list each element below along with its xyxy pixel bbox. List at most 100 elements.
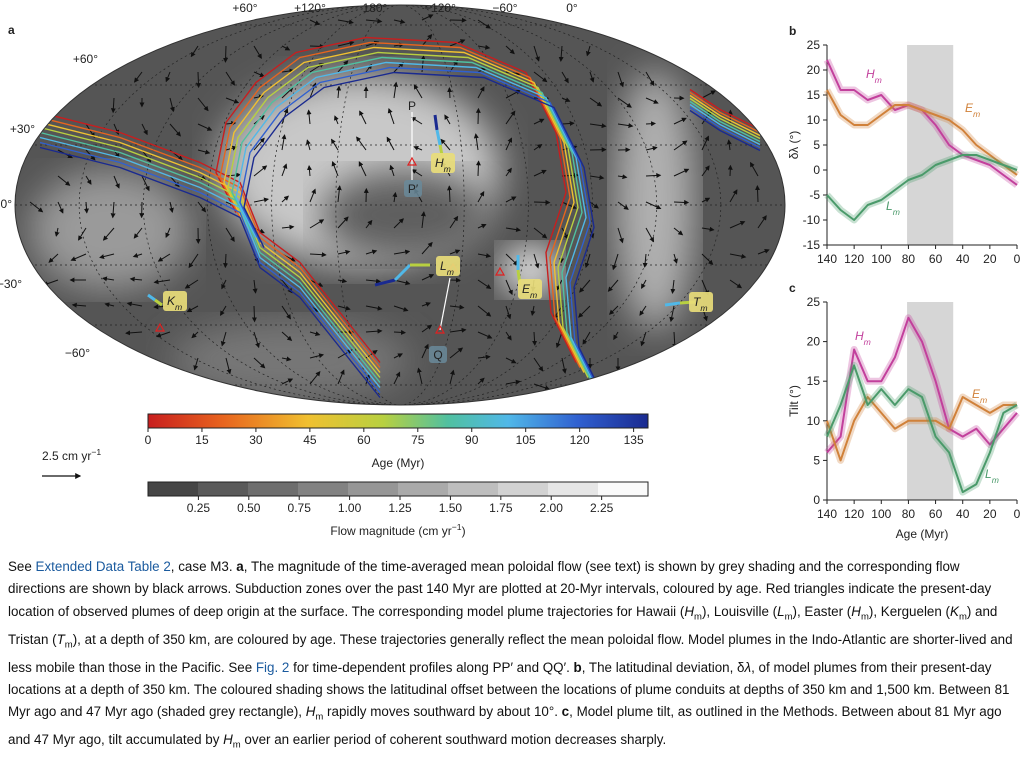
plume-trajectory — [665, 303, 680, 305]
flow-colorbar-step — [448, 482, 498, 496]
caption-text: H — [306, 704, 316, 719]
profile-label: P — [408, 99, 416, 113]
colorbar-tick-label: 15 — [195, 433, 209, 447]
y-tick-label: 10 — [807, 414, 821, 428]
caption-text: ), Louisville ( — [702, 604, 777, 619]
caption-text: b — [574, 660, 582, 675]
panel-label: c — [789, 281, 796, 295]
x-tick-label: 20 — [983, 507, 997, 521]
flow-arrow — [225, 46, 226, 62]
caption-text: H — [684, 604, 694, 619]
colorbar-tick-label: 90 — [465, 433, 479, 447]
colorbar-tick-label: 120 — [570, 433, 590, 447]
profile-label: Q — [433, 348, 442, 362]
plume-label-part: m — [447, 267, 454, 277]
x-tick-label: 40 — [956, 252, 970, 266]
x-tick-label: 40 — [956, 507, 970, 521]
series-label-part: m — [973, 109, 980, 119]
caption-text: m — [65, 639, 73, 650]
scale-label: 2.5 cm yr−1 — [42, 447, 101, 463]
colorbar-tick-label: 1.00 — [338, 501, 362, 515]
y-axis-label: Tilt (°) — [787, 385, 801, 417]
series-label-part: H — [855, 329, 864, 343]
caption-text: See — [8, 559, 36, 574]
colorbar-tick-label: 75 — [411, 433, 425, 447]
series-label-part: m — [875, 75, 882, 85]
y-tick-label: 20 — [807, 63, 821, 77]
flow-colorbar-step — [548, 482, 598, 496]
caption-text: m — [959, 611, 967, 622]
longitude-label: +120° — [294, 1, 326, 15]
series-label-part: m — [980, 395, 987, 405]
colorbar-tick-label: 1.75 — [489, 501, 513, 515]
colorbar-tick-label: 0.50 — [237, 501, 261, 515]
flow-colorbar-step — [348, 482, 398, 496]
flow-arrow — [646, 123, 655, 124]
colorbar-label-part: ) — [462, 524, 466, 538]
x-tick-label: 80 — [902, 507, 916, 521]
colorbar-tick-label: 30 — [249, 433, 263, 447]
y-tick-label: 15 — [807, 88, 821, 102]
flow-arrow — [757, 186, 758, 202]
caption-text: T — [57, 632, 65, 647]
colorbar-tick-label: 105 — [516, 433, 536, 447]
scale-label-part: −1 — [91, 447, 101, 457]
y-tick-label: 20 — [807, 335, 821, 349]
caption-text[interactable]: Extended Data Table 2 — [36, 559, 171, 574]
x-tick-label: 120 — [844, 252, 864, 266]
plume-label-part: L — [440, 259, 447, 273]
x-axis-label: Age (Myr) — [896, 527, 949, 541]
series-label-part: H — [866, 67, 875, 81]
panel-label: b — [789, 24, 796, 38]
caption-text: H — [851, 604, 861, 619]
flow-arrow — [198, 72, 199, 87]
caption-text: L — [777, 604, 784, 619]
flow-colorbar-step — [498, 482, 548, 496]
y-tick-label: 0 — [813, 493, 820, 507]
caption-text: a — [236, 559, 243, 574]
colorbar-tick-label: 0.25 — [187, 501, 211, 515]
x-tick-label: 140 — [817, 507, 837, 521]
plume-label-part: H — [435, 156, 444, 170]
x-tick-label: 120 — [844, 507, 864, 521]
colorbar-label: Flow magnitude (cm yr−1) — [330, 522, 465, 538]
longitude-label: −120° — [424, 1, 456, 15]
colorbar-tick-label: 1.50 — [439, 501, 463, 515]
series-label-part: m — [893, 207, 900, 217]
age-colorbar — [148, 414, 648, 428]
flow-colorbar-step — [148, 482, 198, 496]
colorbar-tick-label: 0 — [145, 433, 152, 447]
colorbar-tick-label: 2.00 — [540, 501, 564, 515]
colorbar-label-part: Flow magnitude (cm yr — [330, 524, 451, 538]
caption-text: c — [562, 704, 569, 719]
y-tick-label: 10 — [807, 113, 821, 127]
x-tick-label: 20 — [983, 252, 997, 266]
y-tick-label: -5 — [809, 188, 820, 202]
caption: See Extended Data Table 2, case M3. a, T… — [8, 556, 1018, 757]
y-tick-label: 5 — [813, 138, 820, 152]
caption-text[interactable]: Fig. 2 — [256, 660, 290, 675]
plume-label-part: m — [444, 164, 451, 174]
longitude-label: 0° — [566, 1, 578, 15]
y-tick-label: -10 — [803, 213, 821, 227]
latitude-label: 0° — [1, 197, 13, 211]
series-label-part: L — [886, 199, 893, 213]
colorbar-tick-label: 45 — [303, 433, 317, 447]
flow-arrow — [225, 254, 226, 267]
longitude-label: 180° — [363, 1, 388, 15]
y-tick-label: 5 — [813, 453, 820, 467]
colorbar-tick-label: 135 — [624, 433, 644, 447]
y-tick-label: 15 — [807, 374, 821, 388]
flow-arrow — [674, 202, 688, 203]
series-label: Hm — [855, 329, 871, 347]
series-label: Lm — [886, 199, 900, 217]
plume-label-part: m — [530, 290, 537, 300]
caption-text: rapidly moves southward by about 10°. — [323, 704, 561, 719]
x-tick-label: 100 — [871, 507, 891, 521]
y-tick-label: 0 — [813, 163, 820, 177]
flow-arrow — [449, 186, 450, 202]
flow-colorbar-step — [298, 482, 348, 496]
longitude-label: +60° — [232, 1, 257, 15]
caption-text: m — [861, 611, 869, 622]
y-tick-label: -15 — [803, 238, 821, 252]
